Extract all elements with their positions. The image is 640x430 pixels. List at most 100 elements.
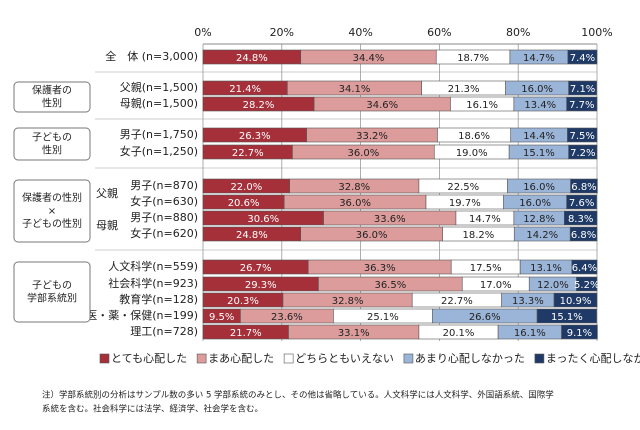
bar-segment (567, 49, 598, 65)
group-label: 性別 (42, 97, 62, 110)
category-label: 女子(n=630) (130, 194, 198, 208)
bar-segment (571, 259, 598, 275)
value-label: 14.4% (523, 131, 555, 142)
bar-segment (567, 127, 598, 143)
value-label: 32.8% (332, 296, 364, 307)
bar-segment (563, 210, 598, 226)
value-label: 21.7% (230, 328, 262, 339)
value-label: 36.0% (356, 230, 388, 241)
category-label: 母親(n=1,500) (120, 97, 198, 110)
value-label: 30.6% (247, 214, 279, 225)
value-label: 7.4% (570, 53, 595, 64)
bar-segment (566, 96, 598, 112)
legend-label: どちらともいえない (295, 352, 394, 365)
category-label: 女子(n=620) (130, 226, 198, 240)
value-label: 25.1% (367, 312, 399, 323)
bar-segment (568, 80, 597, 96)
category-label: 男子(n=1,750) (120, 128, 198, 141)
bar-segment (561, 324, 598, 340)
value-label: 20.3% (227, 296, 259, 307)
footnote: 注）学部系統別の分析はサンプル数の多い 5 学部系統のみとし、その他は省略してい… (42, 390, 554, 401)
value-label: 33.2% (356, 131, 388, 142)
value-label: 15.1% (551, 312, 583, 323)
value-label: 22.5% (447, 182, 479, 193)
value-label: 36.5% (374, 280, 406, 291)
value-label: 6.8% (571, 230, 596, 241)
legend-swatch (403, 353, 414, 364)
value-label: 16.1% (514, 328, 546, 339)
value-label: 20.6% (228, 198, 260, 209)
value-label: 17.0% (480, 280, 512, 291)
value-label: 16.0% (523, 182, 555, 193)
group-box (13, 127, 91, 161)
value-label: 20.1% (443, 328, 475, 339)
value-label: 24.8% (236, 53, 268, 64)
value-label: 24.8% (236, 230, 268, 241)
category-label: 女子(n=1,250) (120, 144, 198, 158)
parent-label: 父親 (96, 187, 118, 200)
legend-label: まあ心配した (208, 352, 274, 365)
bar-segment (536, 308, 597, 324)
x-tick-label: 80% (506, 26, 530, 39)
value-label: 26.6% (469, 312, 501, 323)
value-label: 28.2% (243, 100, 275, 111)
bar-segment (570, 178, 598, 194)
value-label: 18.2% (463, 230, 495, 241)
group-box (13, 179, 91, 243)
bar-segment (569, 226, 598, 242)
group-label: × (48, 206, 56, 217)
category-label: 全 体 (n=3,000) (105, 49, 198, 63)
legend-label: あまり心配しなかった (415, 352, 525, 365)
value-label: 36.0% (339, 198, 371, 209)
category-label: 教育学(n=128) (119, 292, 198, 306)
value-label: 8.3% (568, 214, 593, 225)
value-label: 14.7% (523, 53, 555, 64)
value-label: 33.1% (338, 328, 370, 339)
value-label: 12.8% (523, 214, 555, 225)
value-label: 22.7% (441, 296, 473, 307)
group-box (13, 261, 91, 323)
value-label: 18.7% (457, 53, 489, 64)
footnote: 系統を含む。社会科学には法学、経済学、社会学を含む。 (42, 404, 263, 415)
legend-swatch (283, 353, 294, 364)
group-label: 学部系統別 (27, 292, 77, 305)
value-label: 9.1% (567, 328, 592, 339)
category-label: 男子(n=870) (130, 179, 198, 192)
parent-label: 母親 (96, 219, 118, 232)
bar-segment (576, 276, 598, 292)
value-label: 7.2% (570, 148, 595, 159)
category-label: 男子(n=880) (130, 211, 198, 224)
value-label: 29.3% (245, 280, 277, 291)
group-label: 子どもの (32, 280, 72, 292)
value-label: 36.3% (364, 263, 396, 274)
legend-swatch (99, 353, 110, 364)
category-label: 医・薬・保健(n=199) (86, 308, 198, 322)
bar-segment (566, 194, 597, 210)
value-label: 5.2% (574, 280, 599, 291)
value-label: 7.5% (570, 131, 595, 142)
value-label: 32.8% (338, 182, 370, 193)
value-label: 16.0% (519, 198, 551, 209)
group-label: 性別 (42, 144, 62, 157)
value-label: 6.8% (571, 182, 596, 193)
value-label: 22.7% (232, 148, 264, 159)
group-label: 子どもの性別 (22, 217, 82, 230)
value-label: 15.1% (523, 148, 555, 159)
value-label: 14.2% (526, 230, 558, 241)
group-label: 保護者の性別 (22, 191, 82, 204)
value-label: 26.7% (240, 263, 272, 274)
x-tick-label: 60% (427, 26, 451, 39)
value-label: 23.6% (271, 312, 303, 323)
x-tick-label: 20% (270, 26, 294, 39)
value-label: 7.7% (569, 100, 594, 111)
bar-segment (568, 144, 598, 160)
value-label: 6.4% (572, 263, 597, 274)
value-label: 9.5% (209, 312, 234, 323)
value-label: 18.6% (458, 131, 490, 142)
value-label: 33.6% (374, 214, 406, 225)
x-tick-label: 0% (194, 26, 211, 39)
value-label: 7.1% (570, 84, 595, 95)
x-tick-label: 100% (581, 26, 612, 39)
value-label: 16.1% (466, 100, 498, 111)
